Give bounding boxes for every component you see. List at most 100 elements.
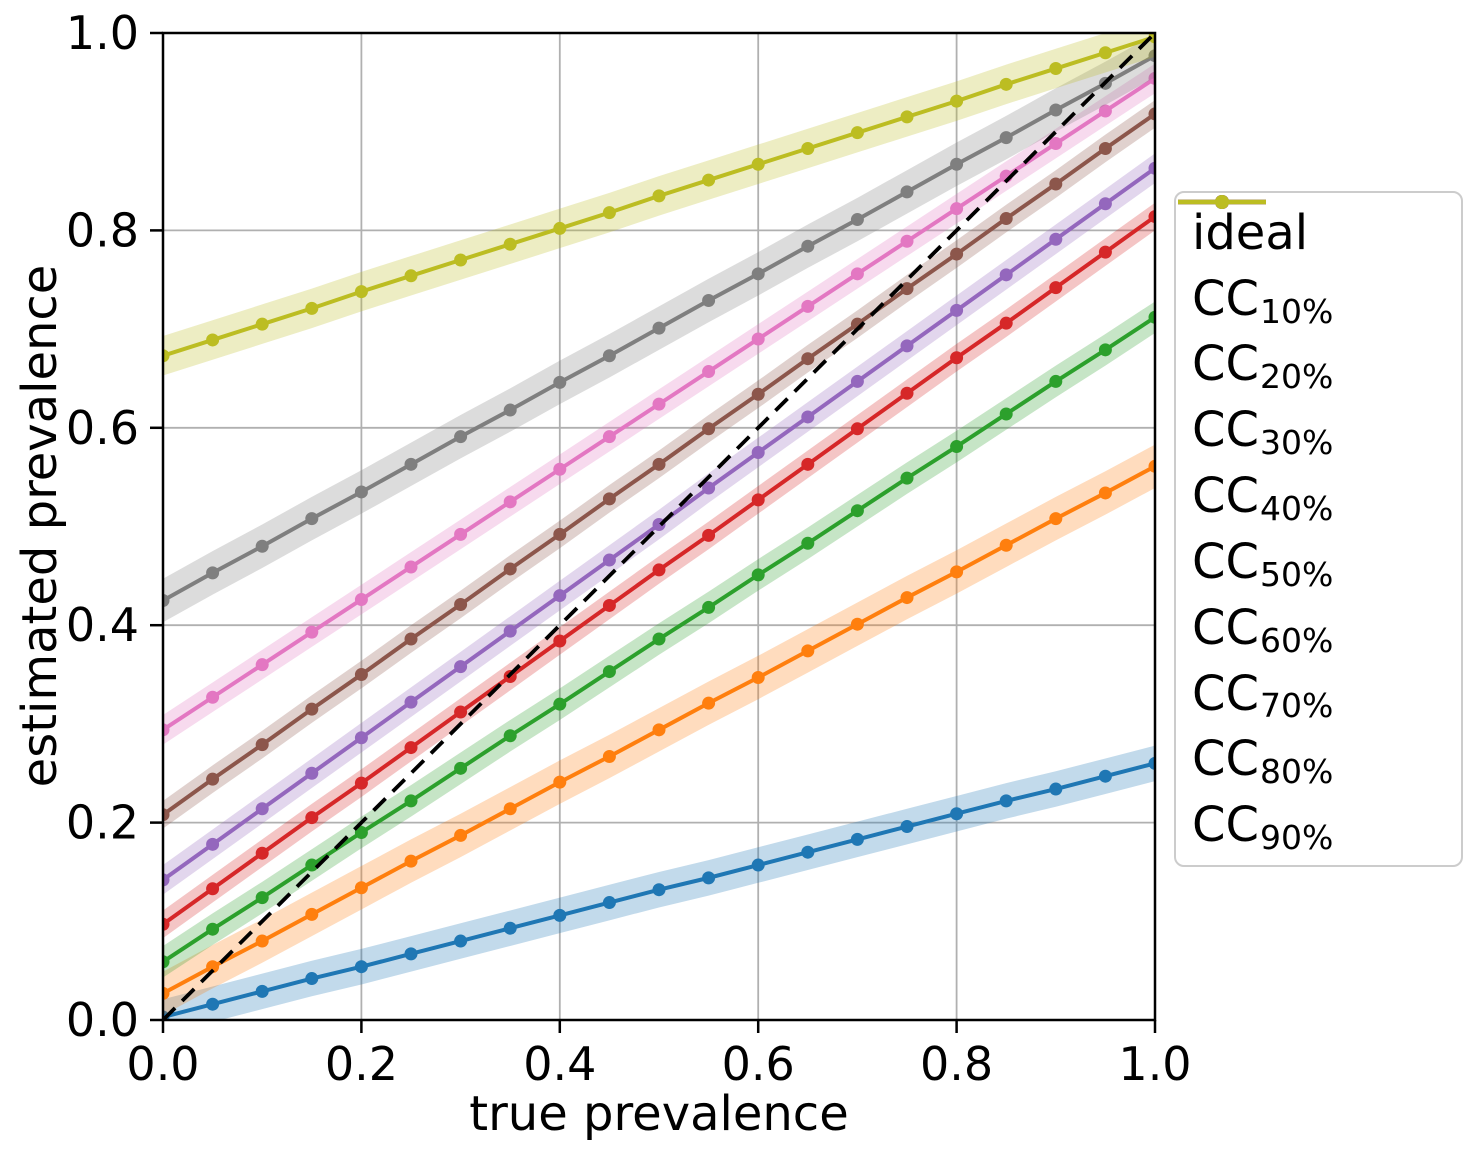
- marker: [206, 690, 220, 704]
- marker: [801, 644, 815, 658]
- legend-label-subscript: 90%: [1260, 818, 1334, 858]
- marker: [206, 333, 220, 347]
- marker: [1049, 782, 1063, 796]
- marker: [1148, 161, 1155, 175]
- marker: [850, 213, 864, 227]
- x-tick-label: 1.0: [1118, 1037, 1191, 1091]
- legend-item-CC_70%: CC70%: [1178, 195, 1461, 726]
- marker: [255, 934, 269, 948]
- marker: [553, 527, 567, 541]
- legend-label-CC_50%: CC50%: [1192, 538, 1333, 591]
- marker: [1148, 310, 1155, 324]
- marker: [652, 397, 666, 411]
- marker: [255, 539, 269, 553]
- marker: [1148, 210, 1155, 224]
- legend-label-main: CC: [1192, 665, 1260, 722]
- legend-label-subscript: 50%: [1260, 554, 1334, 594]
- legend-item-CC_10%: CC10%: [1178, 195, 1461, 331]
- marker: [354, 731, 368, 745]
- marker: [354, 485, 368, 499]
- legend-label-main: CC: [1192, 270, 1260, 327]
- marker: [602, 749, 616, 763]
- markers-CC_20%: [163, 459, 1155, 1000]
- marker: [1148, 107, 1155, 121]
- legend-label-subscript: 80%: [1260, 752, 1334, 792]
- plot-frame: [161, 31, 1157, 1022]
- marker: [206, 772, 220, 786]
- marker: [305, 766, 319, 780]
- marker: [354, 776, 368, 790]
- marker: [751, 493, 765, 507]
- marker: [404, 269, 418, 283]
- marker: [900, 110, 914, 124]
- marker: [1148, 49, 1155, 63]
- marker: [950, 247, 964, 261]
- markers-CC_30%: [163, 310, 1155, 969]
- marker: [999, 131, 1013, 145]
- legend-item-CC_90%: CC 90%: [1178, 195, 1461, 858]
- legend-label-main: CC: [1192, 336, 1260, 393]
- marker: [1098, 769, 1112, 783]
- marker: [553, 634, 567, 648]
- marker: [702, 293, 716, 307]
- legend-item-CC_20%: CC20%: [1178, 195, 1461, 396]
- marker: [751, 387, 765, 401]
- marker: [454, 430, 468, 444]
- marker: [454, 253, 468, 267]
- marker: [305, 702, 319, 716]
- marker: [454, 934, 468, 948]
- marker: [602, 665, 616, 679]
- marker: [553, 908, 567, 922]
- legend-item-CC_80%: CC80%: [1178, 195, 1461, 792]
- marker: [163, 986, 170, 1000]
- marker: [702, 528, 716, 542]
- marker: [305, 972, 319, 986]
- legend-label-CC_70%: CC70%: [1192, 670, 1333, 723]
- marker: [850, 504, 864, 518]
- x-tick-label: 0.0: [126, 1037, 199, 1091]
- marker: [850, 126, 864, 140]
- marker: [404, 560, 418, 574]
- marker: [1049, 232, 1063, 246]
- marker: [305, 512, 319, 526]
- marker: [206, 566, 220, 580]
- marker: [163, 349, 170, 363]
- marker: [454, 761, 468, 775]
- legend-item-CC_30%: CC30%: [1178, 195, 1461, 462]
- marker: [850, 832, 864, 846]
- marker: [255, 846, 269, 860]
- marker: [404, 695, 418, 709]
- marker: [751, 568, 765, 582]
- marker: [652, 457, 666, 471]
- marker: [950, 157, 964, 171]
- marker: [900, 282, 914, 296]
- marker: [255, 317, 269, 331]
- marker: [999, 268, 1013, 282]
- marker: [602, 598, 616, 612]
- marker: [1098, 46, 1112, 60]
- legend-label-subscript: 70%: [1260, 686, 1334, 726]
- marker: [503, 237, 517, 251]
- marker: [206, 997, 220, 1011]
- marker: [999, 77, 1013, 91]
- marker: [553, 589, 567, 603]
- marker: [950, 807, 964, 821]
- marker: [702, 365, 716, 379]
- marker: [553, 697, 567, 711]
- marker: [950, 565, 964, 579]
- marker: [1098, 141, 1112, 155]
- legend-label-CC_30%: CC30%: [1192, 406, 1333, 459]
- marker: [305, 858, 319, 872]
- marker: [1049, 374, 1063, 388]
- x-tick-label: 0.2: [325, 1037, 398, 1091]
- marker: [652, 563, 666, 577]
- marker: [553, 375, 567, 389]
- marker: [305, 625, 319, 639]
- marker: [1098, 343, 1112, 357]
- marker: [1049, 281, 1063, 295]
- x-tick-label: 0.8: [920, 1037, 993, 1091]
- marker: [702, 422, 716, 436]
- marker: [702, 481, 716, 495]
- y-tick-label: 0.2: [66, 796, 139, 850]
